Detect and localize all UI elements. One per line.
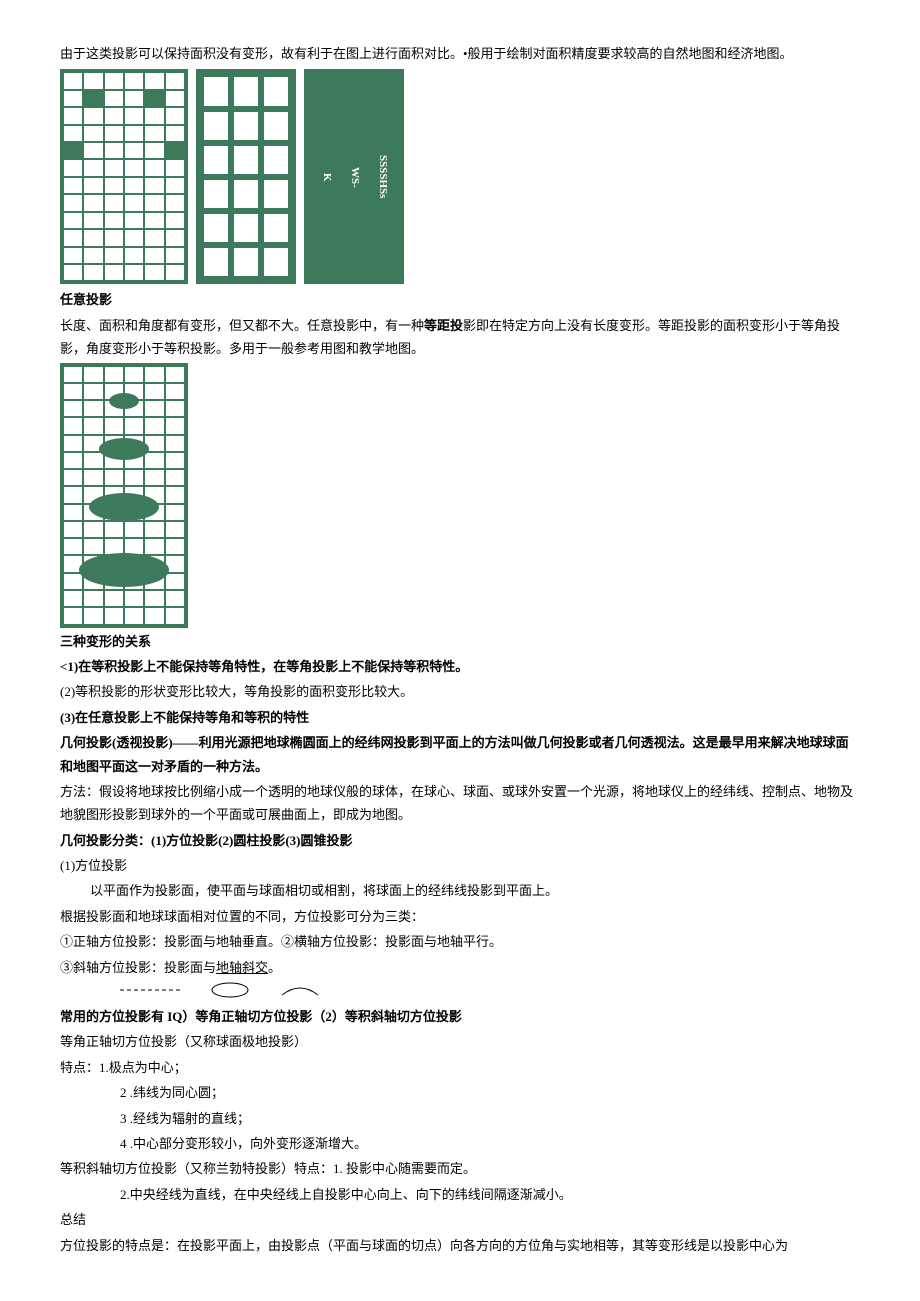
grid-image-3-labels: SSSSHSs WS- K xyxy=(304,69,404,284)
arbitrary-bold-inline: 等距投 xyxy=(424,318,463,333)
relations-item-2: (2)等积投影的形状变形比较大，等角投影的面积变形比较大。 xyxy=(60,680,860,703)
g3-label-2: WS- xyxy=(344,167,364,188)
figure-equal-area-grids: SSSSHSs WS- K xyxy=(60,69,860,284)
relations-title: 三种变形的关系 xyxy=(60,630,860,653)
equiarea-point-2: 2.中央经线为直线，在中央经线上自投影中心向上、向下的纬线间隔逐渐减小。 xyxy=(60,1183,860,1206)
equiangular-point-3: 3 .经线为辐射的直线； xyxy=(60,1107,860,1130)
g3-label-3: K xyxy=(316,173,336,182)
relations-item-3: (3)在任意投影上不能保持等角和等积的特性 xyxy=(60,706,860,729)
summary-text: 方位投影的特点是：在投影平面上，由投影点（平面与球面的切点）向各方向的方位角与实… xyxy=(60,1234,860,1257)
equiangular-name: 等角正轴切方位投影（又称球面极地投影） xyxy=(60,1030,860,1053)
underline-text: 地轴斜交 xyxy=(216,960,268,975)
azimuthal-type-3: ③斜轴方位投影：投影面与地轴斜交。 xyxy=(60,956,860,979)
common-title: 常用的方位投影有 IQ）等角正轴切方位投影（2）等积斜轴切方位投影 xyxy=(60,1005,860,1028)
arbitrary-desc: 长度、面积和角度都有变形，但又都不大。任意投影中，有一种等距投影即在特定方向上没… xyxy=(60,314,860,361)
figure-arbitrary-grid xyxy=(60,363,188,628)
equiangular-point-4: 4 .中心部分变形较小，向外变形逐渐增大。 xyxy=(60,1132,860,1155)
equiangular-point-2: 2 .纬线为同心圆； xyxy=(60,1081,860,1104)
equiarea-name: 等积斜轴切方位投影（又称兰勃特投影）特点：1. 投影中心随需要而定。 xyxy=(60,1157,860,1180)
grid-image-1 xyxy=(60,69,188,284)
geometric-title: 几何投影(透视投影)——利用光源把地球椭圆面上的经纬网投影到平面上的方法叫做几何… xyxy=(60,731,860,778)
relations-item-1: <1)在等积投影上不能保持等角特性，在等角投影上不能保持等积特性。 xyxy=(60,655,860,678)
equiangular-points-label: 特点：1.极点为中心； xyxy=(60,1056,860,1079)
azimuthal-type-12: ①正轴方位投影：投影面与地轴垂直。②横轴方位投影：投影面与地轴平行。 xyxy=(60,930,860,953)
grid-image-2 xyxy=(196,69,296,284)
summary-title: 总结 xyxy=(60,1208,860,1231)
strip-dash-icon xyxy=(120,981,180,999)
azimuthal-label: (1)方位投影 xyxy=(60,854,860,877)
azimuthal-types-intro: 根据投影面和地球球面相对位置的不同，方位投影可分为三类： xyxy=(60,905,860,928)
g3-label-1: SSSSHSs xyxy=(372,155,392,198)
azimuthal-desc: 以平面作为投影面，使平面与球面相切或相割，将球面上的经纬线投影到平面上。 xyxy=(60,879,860,902)
strip-ellipse-icon xyxy=(210,981,250,999)
arbitrary-title: 任意投影 xyxy=(60,288,860,311)
intro-text: 由于这类投影可以保持面积没有变形，故有利于在图上进行面积对比。•般用于绘制对面积… xyxy=(60,42,860,65)
geometric-classify-title: 几何投影分类：(1)方位投影(2)圆柱投影(3)圆锥投影 xyxy=(60,829,860,852)
geometric-method: 方法：假设将地球按比例缩小成一个透明的地球仪般的球体，在球心、球面、或球外安置一… xyxy=(60,780,860,827)
strip-arc-icon xyxy=(280,981,320,999)
small-figure-strip xyxy=(60,981,860,999)
